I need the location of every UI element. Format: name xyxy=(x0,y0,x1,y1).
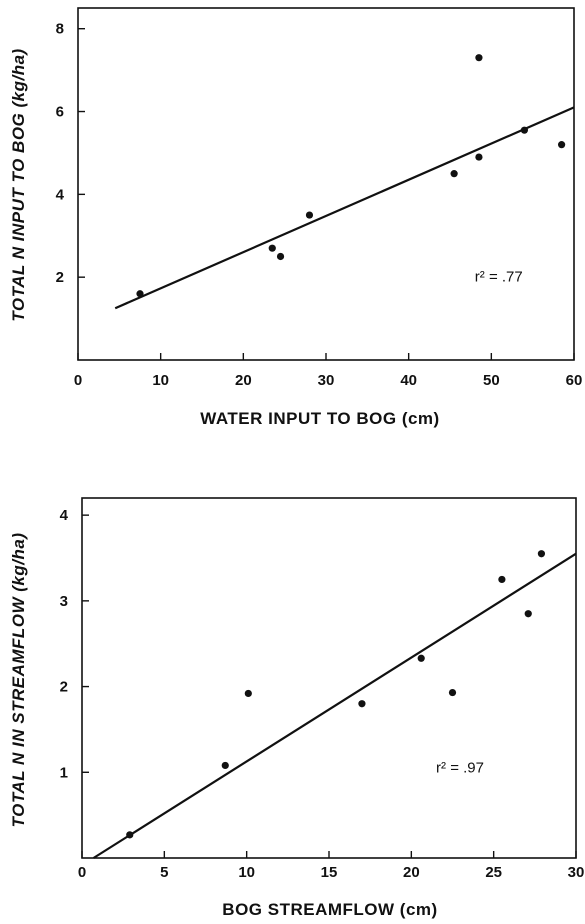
y-tick-label: 8 xyxy=(56,21,64,38)
data-point xyxy=(475,153,483,161)
data-point xyxy=(520,126,529,134)
x-tick-label: 60 xyxy=(566,372,583,389)
plot-frame xyxy=(81,497,577,859)
x-tick-label: 20 xyxy=(235,372,252,389)
x-axis-label: WATER INPUT TO BOG (cm) xyxy=(200,409,439,428)
regression-line xyxy=(92,552,577,859)
x-tick-label: 0 xyxy=(78,864,86,881)
y-tick-label: 2 xyxy=(60,679,68,696)
data-point xyxy=(524,610,532,618)
data-point xyxy=(305,211,314,219)
data-point xyxy=(537,550,546,558)
plot-frame xyxy=(77,7,575,361)
x-tick-label: 10 xyxy=(152,372,169,389)
r-squared-annotation: r² = .77 xyxy=(475,268,523,285)
data-point xyxy=(276,252,285,261)
y-tick-label: 2 xyxy=(56,269,64,286)
x-tick-label: 25 xyxy=(485,864,502,881)
x-tick-label: 10 xyxy=(238,864,255,881)
data-point xyxy=(244,689,252,698)
y-tick-label: 4 xyxy=(60,507,69,524)
y-tick-label: 1 xyxy=(60,764,68,781)
data-point xyxy=(498,575,506,584)
data-point xyxy=(448,688,457,697)
data-point xyxy=(126,831,134,839)
data-point xyxy=(450,170,458,178)
data-point xyxy=(268,244,276,252)
x-tick-label: 15 xyxy=(321,864,338,881)
x-tick-label: 0 xyxy=(74,372,82,389)
x-tick-label: 50 xyxy=(483,372,500,389)
y-tick-label: 4 xyxy=(56,186,65,203)
x-axis-label: BOG STREAMFLOW (cm) xyxy=(222,900,437,919)
y-axis-label: TOTAL N INPUT TO BOG (kg/ha) xyxy=(9,48,28,321)
regression-line xyxy=(114,106,575,310)
chart-1: 0 10 20 30 40 50 60 2 4 6 8 r² = .77 WATER INPUT TO … xyxy=(9,7,583,428)
data-point xyxy=(558,141,566,149)
x-tick-label: 30 xyxy=(318,372,335,389)
x-tick-label: 30 xyxy=(568,864,585,881)
x-tick-label: 40 xyxy=(400,372,417,389)
chart-2: 0 5 10 15 20 25 30 1 2 3 4 r² = .97 BOG STREAMFLOW (… xyxy=(9,497,585,919)
y-axis-label: TOTAL N IN STREAMFLOW (kg/ha) xyxy=(9,533,28,828)
data-point xyxy=(221,761,229,770)
r-squared-annotation: r² = .97 xyxy=(436,759,484,776)
y-tick-label: 6 xyxy=(56,104,64,121)
data-point xyxy=(475,54,483,62)
x-tick-label: 5 xyxy=(160,864,168,881)
y-tick-label: 3 xyxy=(60,593,68,610)
data-point xyxy=(417,654,425,662)
data-point xyxy=(358,700,366,708)
data-point xyxy=(136,290,144,298)
x-tick-label: 20 xyxy=(403,864,420,881)
